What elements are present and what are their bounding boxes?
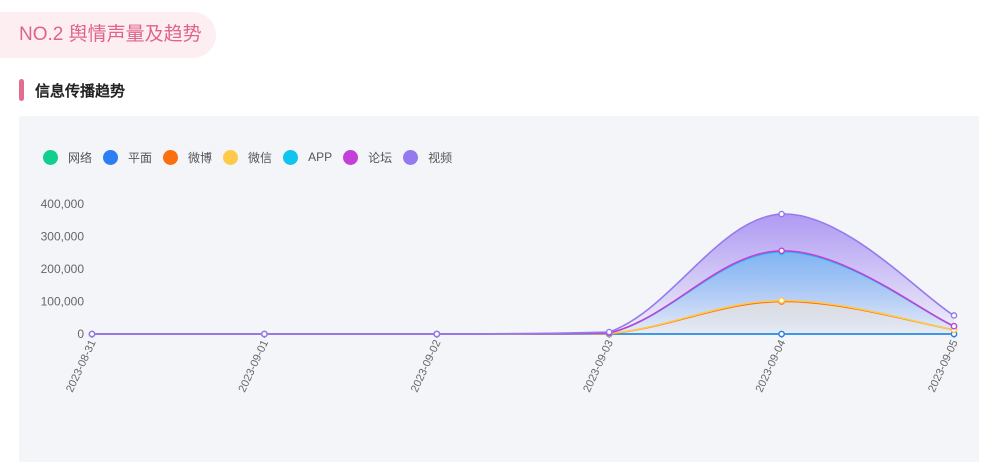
- chart-legend: 网络 平面 微博 微信 APP 论坛 视频: [43, 148, 463, 166]
- x-tick-label: 2023-08-31: [64, 338, 99, 394]
- legend-item[interactable]: 微信: [223, 149, 272, 166]
- legend-label: 微信: [248, 150, 273, 165]
- legend-item[interactable]: APP: [283, 149, 333, 165]
- legend-label: 视频: [428, 150, 453, 165]
- section-badge: NO.2 舆情声量及趋势: [0, 12, 216, 58]
- series-area: [92, 301, 954, 334]
- y-tick-label: 200,000: [41, 262, 85, 276]
- legend-label: 论坛: [368, 150, 393, 165]
- data-point: [778, 210, 785, 218]
- legend-item[interactable]: 视频: [403, 149, 452, 166]
- legend-label: 网络: [68, 150, 93, 165]
- series-line: [92, 213, 955, 335]
- x-tick-label: 2023-09-02: [409, 338, 444, 394]
- legend-item[interactable]: 平面: [103, 149, 152, 166]
- data-point: [433, 330, 441, 338]
- data-point: [88, 330, 96, 338]
- data-point: [778, 297, 785, 304]
- data-point: [778, 247, 785, 255]
- y-tick-label: 100,000: [41, 295, 85, 309]
- y-tick-label: 400,000: [41, 197, 85, 211]
- legend-dot: [103, 149, 119, 165]
- legend-dot: [223, 149, 239, 165]
- legend-item[interactable]: 网络: [43, 149, 92, 166]
- legend-label: APP: [308, 150, 333, 164]
- legend-label: 平面: [128, 150, 153, 165]
- section-title: NO.2 舆情声量及趋势: [19, 24, 202, 45]
- legend-label: 微博: [188, 150, 213, 165]
- x-tick-label: 2023-09-04: [754, 338, 789, 394]
- data-point: [778, 330, 785, 338]
- data-point: [950, 312, 958, 319]
- subsection-header: 信息传播趋势: [19, 78, 125, 102]
- x-tick-label: 2023-09-03: [581, 338, 616, 394]
- data-point: [605, 328, 613, 336]
- legend-item[interactable]: 微博: [163, 149, 212, 166]
- legend-dot: [163, 149, 179, 165]
- legend-dot: [43, 149, 58, 165]
- legend-dot: [403, 149, 419, 165]
- data-point: [950, 322, 958, 330]
- y-tick-label: 300,000: [41, 230, 85, 244]
- data-point: [261, 330, 268, 338]
- subsection-title: 信息传播趋势: [35, 82, 126, 100]
- legend-item[interactable]: 论坛: [343, 149, 392, 166]
- accent-bar: [19, 79, 24, 101]
- x-tick-label: 2023-09-05: [926, 338, 961, 394]
- legend-dot: [343, 149, 359, 165]
- y-tick-label: 0: [77, 327, 84, 341]
- x-tick-label: 2023-09-01: [236, 338, 271, 394]
- legend-dot: [283, 149, 299, 165]
